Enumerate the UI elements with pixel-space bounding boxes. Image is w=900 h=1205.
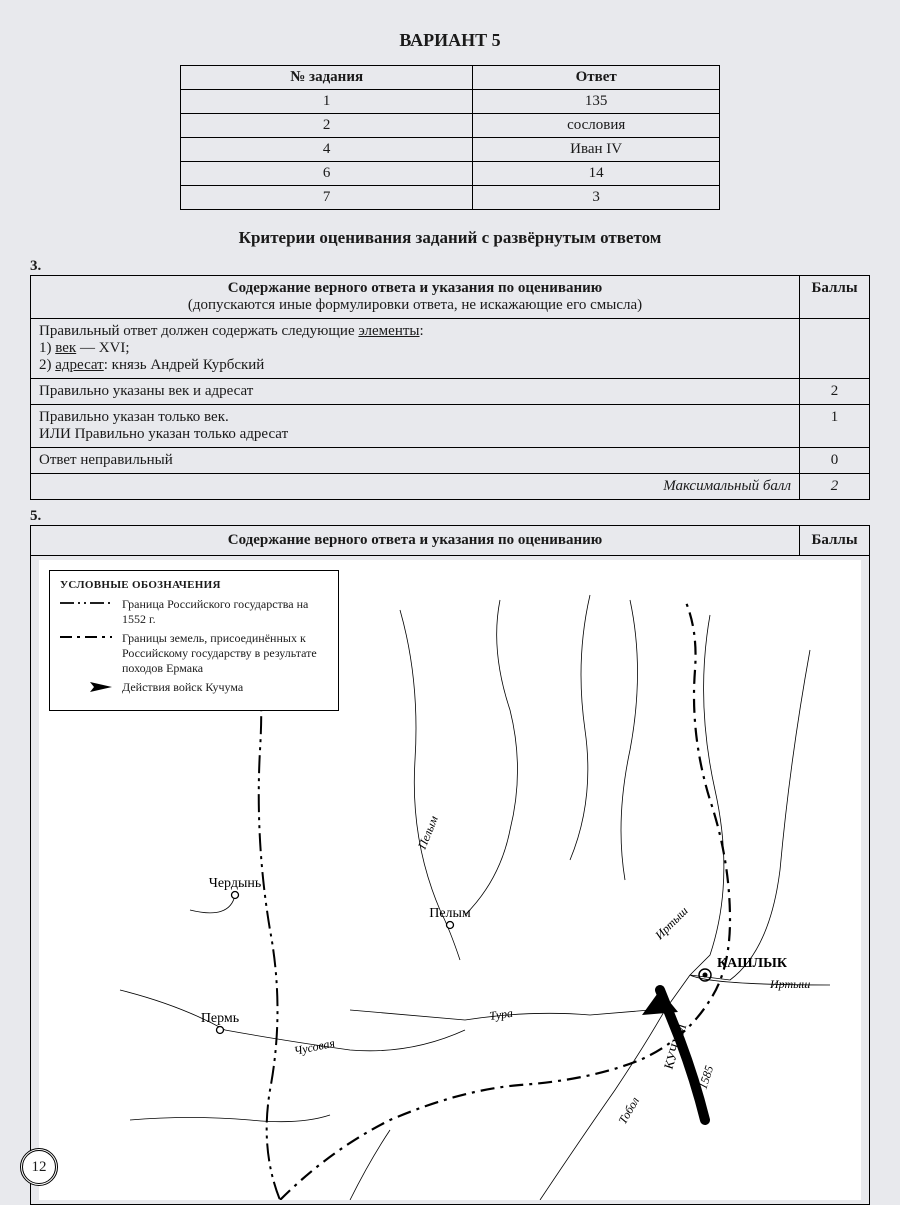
page-title: ВАРИАНТ 5 [30, 30, 870, 51]
rubric-q3: Содержание верного ответа и указания по … [30, 275, 870, 500]
map-cell: Чердынь Пелым КАШЛЫК Пермь Пелым Иртыш Иртыш Ч… [31, 556, 870, 1205]
rubric-q5: Содержание верного ответа и указания по … [30, 525, 870, 1205]
q3-number: 3. [30, 258, 870, 275]
rubric-row: Правильно указаны век и адресат [31, 379, 800, 405]
page-number: 12 [20, 1148, 58, 1186]
svg-text:Пелым: Пелым [429, 906, 471, 921]
svg-text:Пелым: Пелым [414, 813, 440, 852]
table-row: 4Иван IV [181, 138, 720, 162]
rubric-row: Правильно указан только век. ИЛИ Правиль… [31, 405, 800, 448]
rubric-header: Содержание верного ответа и указания по … [31, 526, 800, 556]
svg-text:Иртыш: Иртыш [769, 977, 810, 991]
svg-text:Чердынь: Чердынь [209, 876, 262, 891]
svg-text:1585: 1585 [696, 1064, 717, 1091]
rubric-body: Правильный ответ должен содержать следую… [31, 319, 800, 379]
max-label: Максимальный балл [31, 474, 800, 500]
svg-text:Иртыш: Иртыш [652, 904, 691, 943]
table-row: 1135 [181, 90, 720, 114]
svg-text:Пермь: Пермь [201, 1011, 239, 1026]
table-row: 614 [181, 162, 720, 186]
q5-number: 5. [30, 508, 870, 525]
svg-text:Тура: Тура [488, 1006, 513, 1023]
criteria-heading: Критерии оценивания заданий с развёрнуты… [30, 228, 870, 248]
score-header: Баллы [800, 276, 870, 319]
table-row: 2сословия [181, 114, 720, 138]
svg-text:КАШЛЫК: КАШЛЫК [717, 956, 788, 971]
col-answer: Ответ [473, 66, 720, 90]
rubric-row: Ответ неправильный [31, 448, 800, 474]
score-header: Баллы [800, 526, 870, 556]
col-task: № задания [181, 66, 473, 90]
rubric-header: Содержание верного ответа и указания по … [31, 276, 800, 319]
svg-text:Чусовая: Чусовая [293, 1036, 337, 1058]
table-row: 73 [181, 186, 720, 210]
svg-text:Тобол: Тобол [615, 1094, 642, 1126]
answer-table: № задания Ответ 1135 2сословия 4Иван IV … [180, 65, 720, 210]
map-legend: УСЛОВНЫЕ ОБОЗНАЧЕНИЯ Граница Российского… [49, 570, 339, 711]
